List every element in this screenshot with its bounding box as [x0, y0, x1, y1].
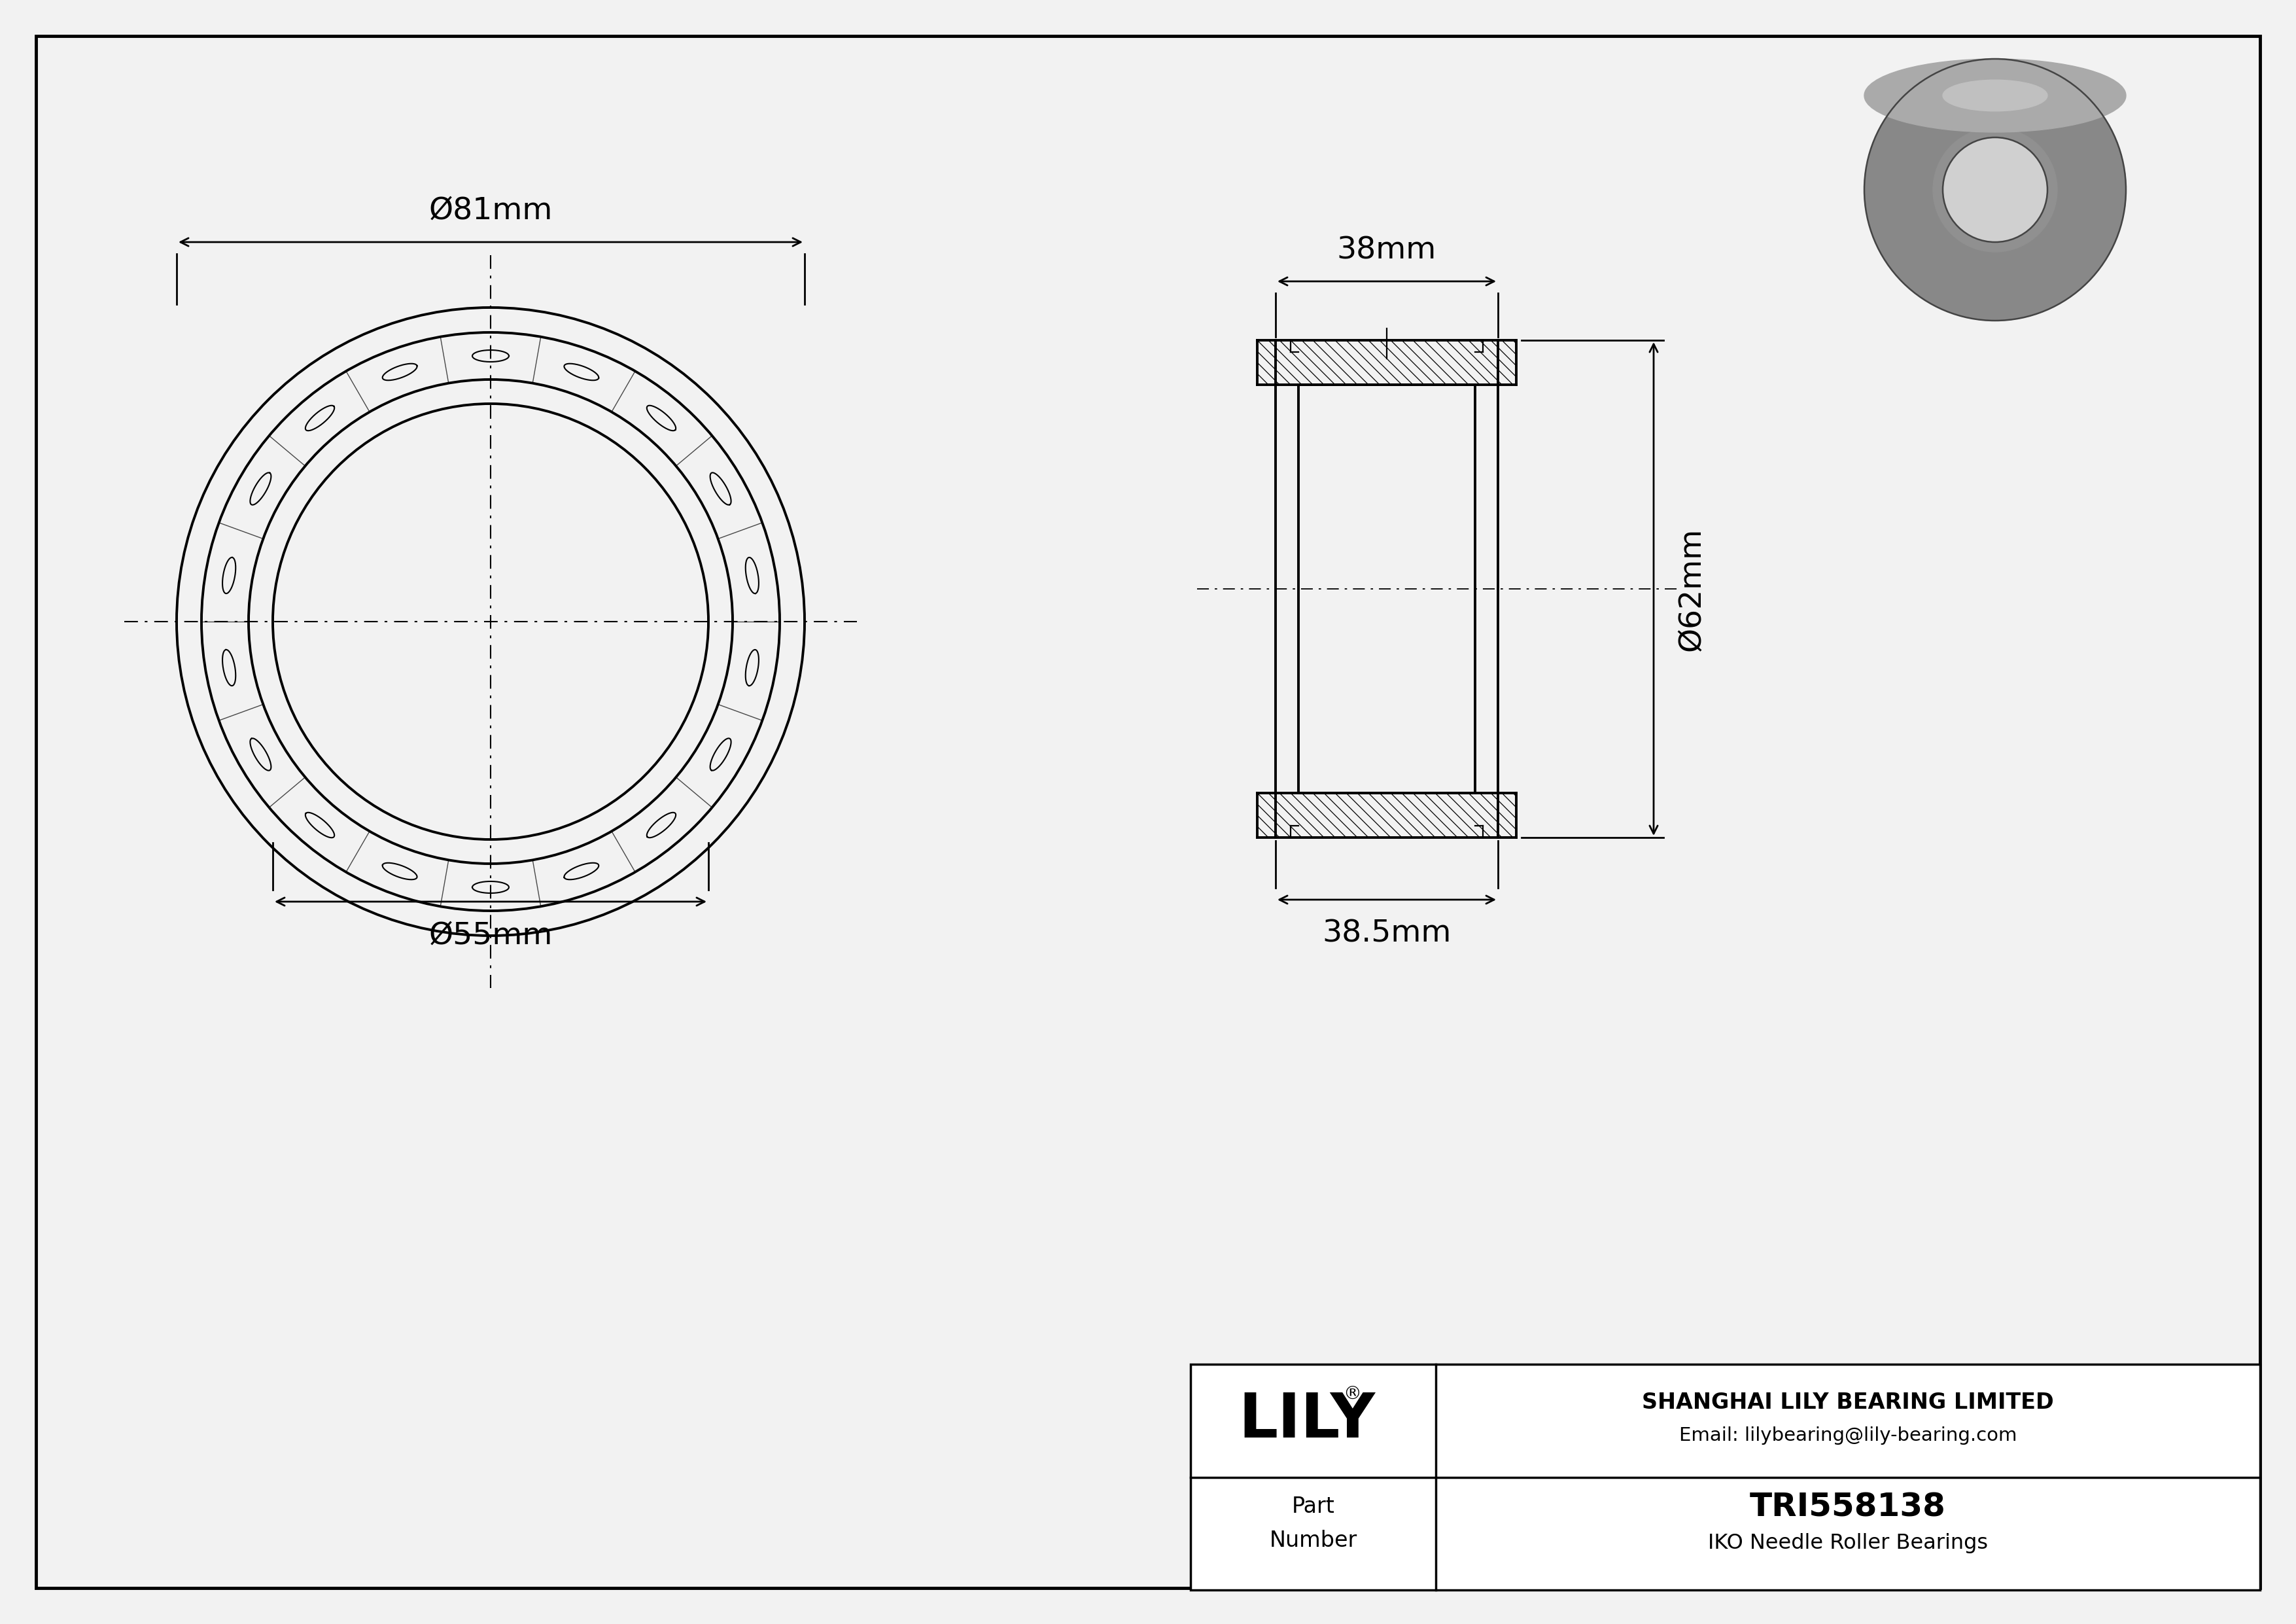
Bar: [1192, 1364, 2259, 1590]
Text: Part: Part: [1293, 1496, 1334, 1517]
Text: Email: lilybearing@lily-bearing.com: Email: lilybearing@lily-bearing.com: [1678, 1426, 2016, 1445]
Text: ®: ®: [1343, 1385, 1362, 1403]
Circle shape: [1942, 138, 2048, 242]
Text: Ø81mm: Ø81mm: [429, 197, 553, 226]
Text: Ø62mm: Ø62mm: [1676, 526, 1706, 651]
Text: IKO Needle Roller Bearings: IKO Needle Roller Bearings: [1708, 1533, 1988, 1553]
Circle shape: [1864, 58, 2126, 320]
Text: 38.5mm: 38.5mm: [1322, 919, 1451, 948]
Text: SHANGHAI LILY BEARING LIMITED: SHANGHAI LILY BEARING LIMITED: [1642, 1392, 2055, 1413]
Ellipse shape: [1942, 80, 2048, 110]
Bar: [1192, 1364, 2259, 1590]
Ellipse shape: [1864, 58, 2126, 132]
Text: 38mm: 38mm: [1336, 235, 1437, 265]
Text: Number: Number: [1270, 1530, 1357, 1551]
Text: Ø55mm: Ø55mm: [429, 921, 553, 950]
Text: LILY: LILY: [1238, 1390, 1375, 1450]
Text: TRI558138: TRI558138: [1750, 1491, 1947, 1523]
Circle shape: [1933, 128, 2057, 252]
